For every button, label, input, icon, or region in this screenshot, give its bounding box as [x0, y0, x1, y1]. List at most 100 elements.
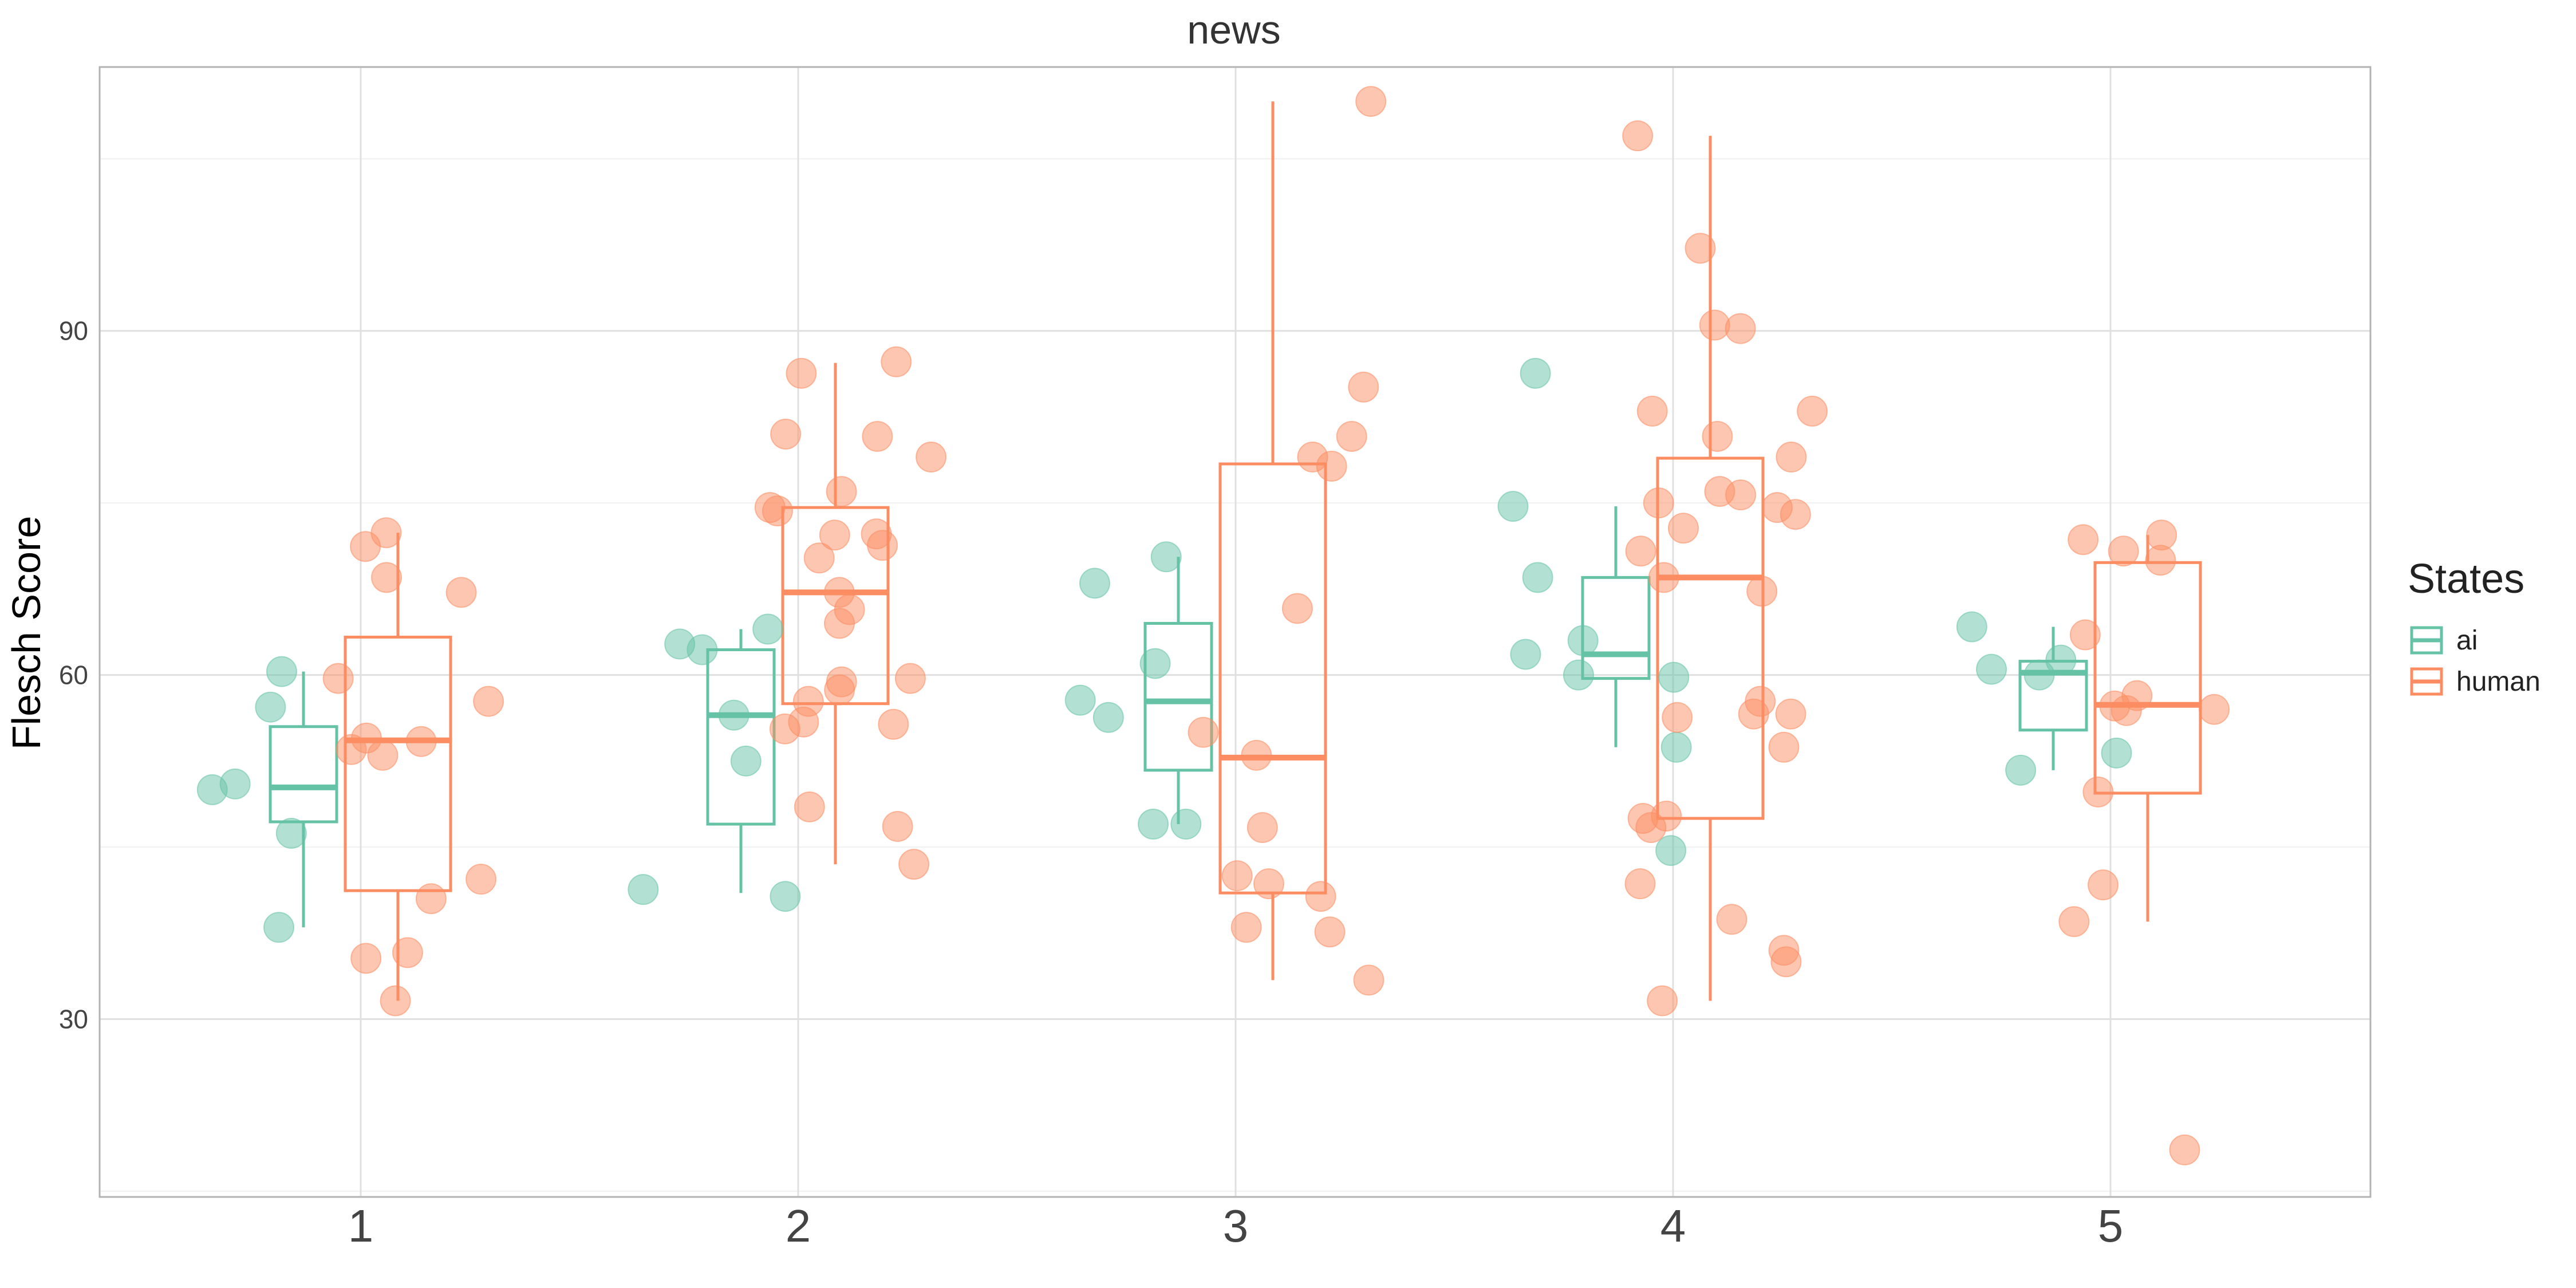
y-tick-label: 60	[59, 660, 88, 690]
plot-border	[98, 66, 2372, 1198]
human-point	[445, 577, 477, 608]
legend-label-ai: ai	[2456, 625, 2478, 656]
human-point	[2199, 694, 2230, 725]
human-point	[1746, 576, 1778, 607]
human-point	[2069, 619, 2101, 651]
ai-box-3	[1143, 557, 1213, 825]
human-point	[1780, 499, 1811, 530]
ai-point	[770, 881, 801, 912]
box-iqr	[1581, 576, 1651, 680]
human-point	[2110, 695, 2142, 726]
human-point	[1355, 86, 1387, 117]
ai-point	[1567, 625, 1599, 656]
human-point	[898, 849, 930, 880]
human-point	[819, 519, 850, 551]
ai-point	[2023, 659, 2055, 691]
human-point	[1230, 912, 1262, 943]
human-point	[405, 726, 437, 757]
box-iqr	[344, 636, 452, 892]
ai-point	[2045, 644, 2077, 676]
human-point	[1716, 904, 1747, 935]
human-point	[1667, 513, 1699, 544]
human-point	[2145, 545, 2176, 576]
human-point	[1314, 916, 1346, 948]
x-tick-label: 5	[2098, 1200, 2124, 1251]
human-point	[350, 722, 382, 754]
human-point	[1221, 860, 1253, 892]
human-point	[1685, 233, 1716, 264]
human-point	[2058, 906, 2090, 938]
human-point	[473, 686, 504, 717]
y-tick-label: 30	[59, 1005, 88, 1034]
box-iqr	[269, 725, 338, 824]
human-point	[1624, 868, 1656, 900]
human-point	[2169, 1134, 2200, 1165]
human-point	[1348, 371, 1379, 403]
grid-major	[100, 67, 2370, 1197]
human-point	[370, 517, 402, 549]
ai-point	[1520, 357, 1551, 389]
human-point	[803, 542, 835, 574]
human-point	[824, 608, 855, 639]
human-point	[824, 674, 855, 706]
ai-point	[1660, 731, 1692, 763]
legend: States ai human	[2408, 556, 2541, 697]
legend-item-human: human	[2410, 667, 2541, 697]
ai-point	[263, 912, 295, 943]
human-point	[1622, 120, 1654, 152]
human-point	[881, 346, 912, 377]
ai-point	[1092, 702, 1124, 733]
human-point	[1241, 739, 1272, 771]
human-point	[1305, 881, 1336, 912]
ai-point	[1497, 491, 1529, 522]
human-point	[392, 937, 423, 968]
human-point	[380, 985, 411, 1017]
ai-point	[1655, 835, 1687, 866]
human-point	[861, 518, 892, 550]
ai-point	[266, 656, 297, 687]
human-point	[1702, 420, 1733, 452]
ai-point	[1150, 541, 1182, 573]
human-point	[882, 811, 913, 842]
human-point	[350, 943, 382, 974]
human-point	[1738, 698, 1769, 730]
human-point	[894, 663, 926, 694]
ai-point	[730, 745, 762, 777]
y-tick-label: 90	[59, 316, 88, 346]
human-point	[1297, 442, 1328, 473]
human-point	[1281, 593, 1313, 624]
human-point	[1636, 395, 1668, 427]
human-point	[826, 476, 857, 507]
human-point	[1643, 487, 1674, 519]
human-point	[1768, 731, 1800, 763]
ai-point	[1976, 653, 2007, 685]
ai-point	[2005, 754, 2037, 786]
human-point	[322, 663, 354, 694]
human-point	[1635, 812, 1667, 844]
box-iqr	[1656, 456, 1765, 820]
human-point	[794, 791, 825, 822]
legend-label-human: human	[2456, 667, 2541, 697]
points	[196, 86, 2230, 1165]
human-point	[916, 442, 947, 473]
ai-point	[752, 613, 784, 645]
human-point	[1353, 964, 1384, 996]
human-point	[1647, 985, 1678, 1017]
human-point	[786, 357, 817, 389]
legend-item-ai: ai	[2410, 625, 2478, 656]
y-ticks: 30 60 90	[59, 316, 88, 1034]
ai-point	[1139, 648, 1171, 679]
ai-point	[1658, 661, 1690, 693]
box-iqr	[1143, 621, 1213, 772]
human-point	[754, 492, 786, 523]
human-point	[2082, 776, 2114, 808]
ai-point	[2101, 737, 2132, 769]
human-point	[1704, 476, 1735, 507]
human-point	[862, 420, 893, 452]
human-point	[1648, 562, 1679, 593]
ai-point	[1138, 809, 1169, 840]
human-point	[1699, 309, 1730, 341]
human-point	[1797, 395, 1828, 427]
human-point	[1725, 313, 1756, 344]
human-point	[1662, 702, 1693, 733]
